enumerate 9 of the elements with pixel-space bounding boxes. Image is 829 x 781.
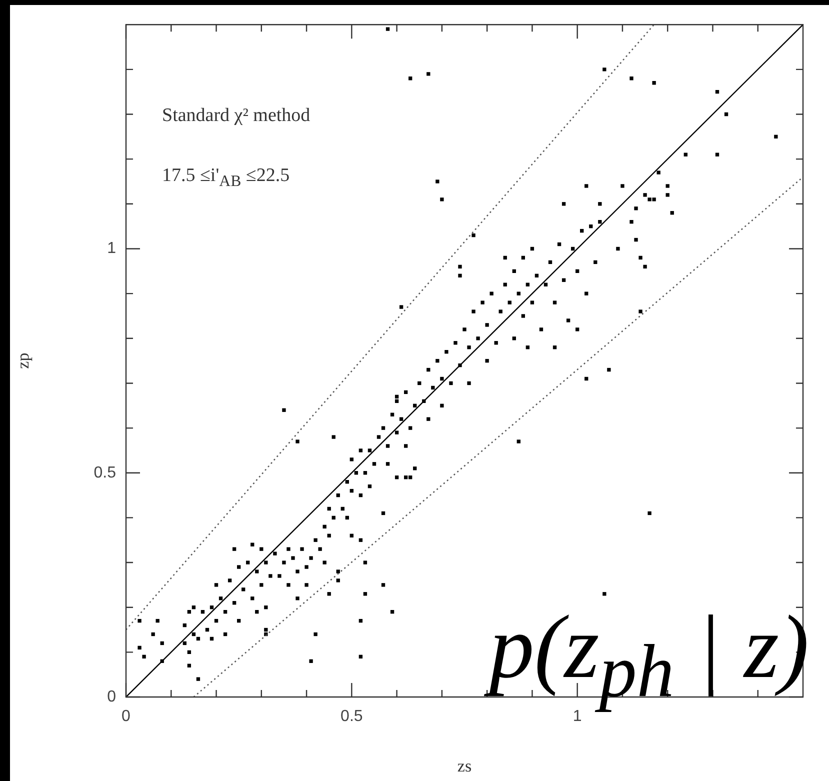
y-tick-label: 0 (107, 688, 116, 706)
y-tick-label: 1 (107, 240, 116, 258)
annotation: 17.5 ≤i'$_{AB}$ ≤22.5 (162, 165, 290, 191)
x-axis-title: zs (457, 756, 472, 776)
y-tick-label: 0.5 (94, 464, 116, 482)
annotation: Standard χ² method (162, 105, 310, 127)
x-tick-label: 0.5 (340, 708, 363, 726)
y-axis-title: zp (14, 352, 33, 369)
x-tick-label: 0 (122, 708, 131, 726)
